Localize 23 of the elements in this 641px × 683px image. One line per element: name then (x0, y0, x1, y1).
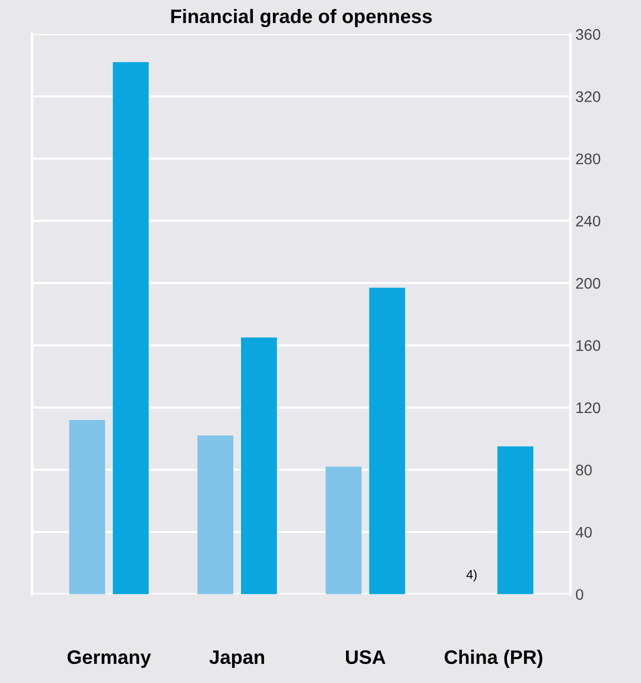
x-tick-label: Japan (209, 650, 264, 668)
y-tick-label: 120 (576, 402, 600, 414)
bar (369, 288, 406, 594)
y-tick-label: 320 (576, 91, 600, 102)
y-tick-label: 240 (576, 216, 600, 227)
x-tick-label: USA (346, 650, 386, 664)
bar (497, 446, 534, 594)
annotation: 4) (466, 570, 477, 582)
y-tick-label: 80 (576, 464, 592, 476)
y-tick-label: 160 (576, 340, 600, 351)
bar (69, 420, 106, 594)
y-tick-label: 40 (576, 526, 592, 538)
bar (197, 436, 234, 594)
y-tick-label: 0 (576, 589, 584, 600)
x-tick-label: Germany (68, 650, 152, 668)
bar (241, 338, 277, 594)
y-tick-label: 200 (576, 278, 600, 289)
bar (112, 62, 149, 594)
x-tick-label: China (PR) (444, 650, 542, 668)
y-tick-label: 280 (576, 153, 600, 164)
y-tick-label: 360 (576, 29, 600, 40)
bar (326, 466, 362, 594)
chart-title: Financial grade of openness (171, 8, 432, 28)
